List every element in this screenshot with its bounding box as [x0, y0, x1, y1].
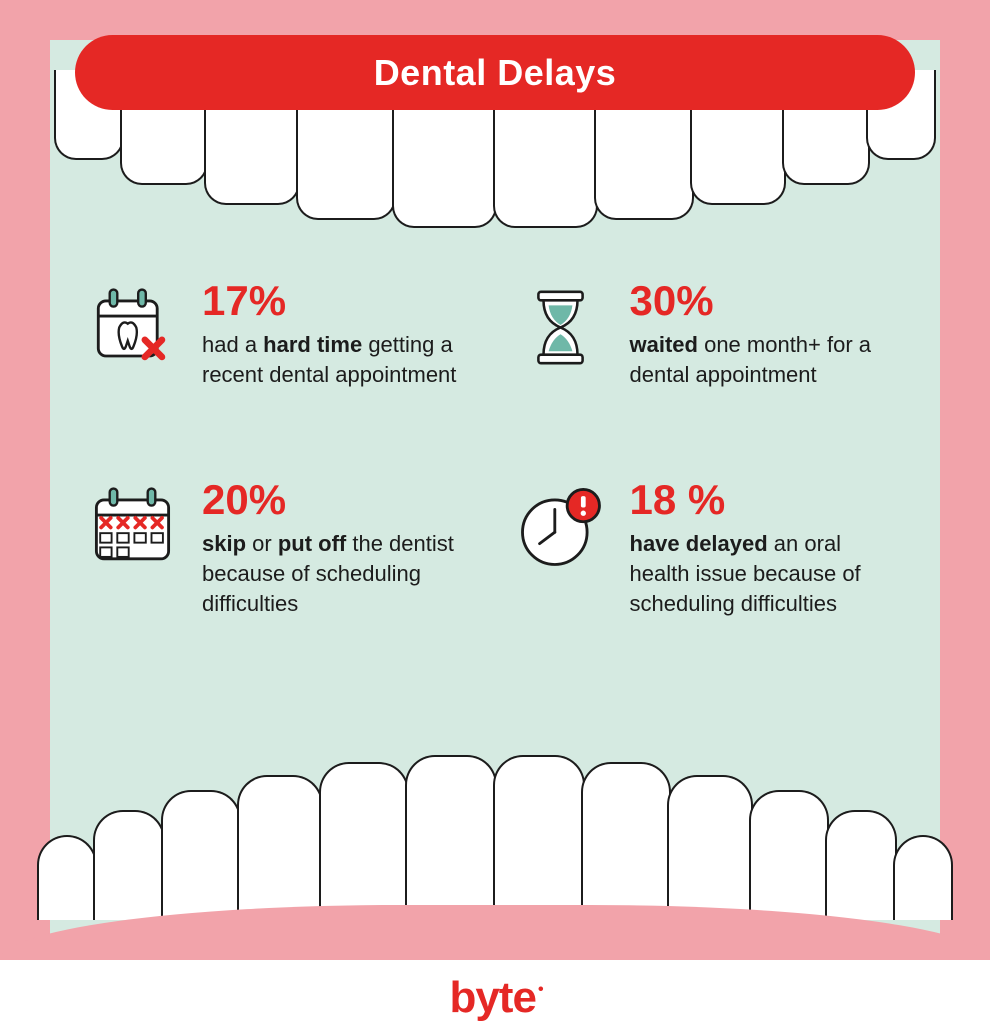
- hourglass-icon: [513, 280, 608, 375]
- stat-text: 30% waited one month+ for a dental appoi…: [630, 280, 906, 389]
- stat-percentage: 20%: [202, 479, 478, 521]
- stat-item: 30% waited one month+ for a dental appoi…: [513, 280, 906, 389]
- tooth: [93, 810, 165, 920]
- stat-item: 20% skip or put off the dentist because …: [85, 479, 478, 618]
- tooth: [237, 775, 323, 920]
- stat-description: skip or put off the dentist because of s…: [202, 529, 478, 618]
- stat-text: 20% skip or put off the dentist because …: [202, 479, 478, 618]
- stat-text: 18 % have delayed an oral health issue b…: [630, 479, 906, 618]
- calendar-tooth-x-icon: [85, 280, 180, 375]
- tooth: [581, 762, 671, 920]
- stat-item: 17% had a hard time getting a recent den…: [85, 280, 478, 389]
- stat-description: had a hard time getting a recent dental …: [202, 330, 478, 389]
- calendar-xxxx-icon: [85, 479, 180, 574]
- tooth: [319, 762, 409, 920]
- stats-grid: 17% had a hard time getting a recent den…: [85, 280, 905, 618]
- clock-alert-icon: [513, 479, 608, 574]
- brand-footer: byte: [0, 960, 990, 1035]
- stat-description: waited one month+ for a dental appointme…: [630, 330, 906, 389]
- tooth: [749, 790, 829, 920]
- tooth: [893, 835, 953, 920]
- stat-description: have delayed an oral health issue becaus…: [630, 529, 906, 618]
- teeth-row-bottom: [0, 755, 990, 920]
- title-pill: Dental Delays: [75, 35, 915, 110]
- tooth: [825, 810, 897, 920]
- stat-percentage: 17%: [202, 280, 478, 322]
- tooth: [37, 835, 97, 920]
- stat-percentage: 30%: [630, 280, 906, 322]
- tooth: [493, 755, 585, 920]
- stat-text: 17% had a hard time getting a recent den…: [202, 280, 478, 389]
- stat-percentage: 18 %: [630, 479, 906, 521]
- brand-logo: byte: [449, 973, 540, 1023]
- gum-top: [0, 0, 990, 40]
- title-text: Dental Delays: [374, 52, 617, 94]
- stat-item: 18 % have delayed an oral health issue b…: [513, 479, 906, 618]
- infographic-frame: Dental Delays 17% had a hard time gettin…: [0, 0, 990, 960]
- tooth: [161, 790, 241, 920]
- tooth: [405, 755, 497, 920]
- tooth: [667, 775, 753, 920]
